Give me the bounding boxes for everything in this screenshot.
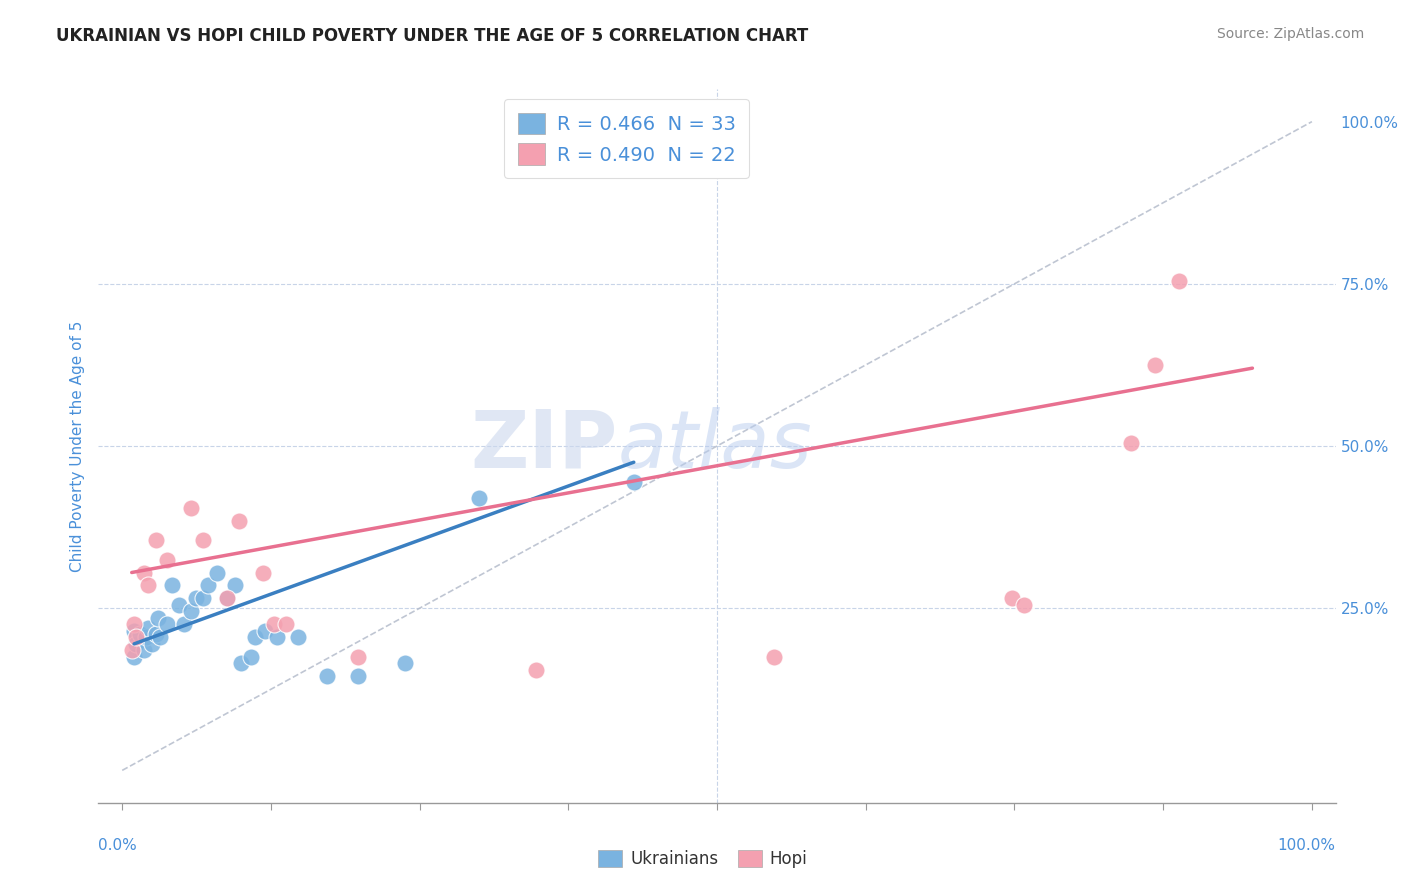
Point xyxy=(191,591,214,606)
Y-axis label: Child Poverty Under the Age of 5: Child Poverty Under the Age of 5 xyxy=(69,320,84,572)
Point xyxy=(1001,591,1024,606)
Point xyxy=(132,566,155,580)
Point xyxy=(245,631,267,645)
Point xyxy=(215,591,238,606)
Point xyxy=(207,566,229,580)
Point xyxy=(129,627,152,641)
Point xyxy=(524,663,547,677)
Point xyxy=(1143,358,1166,372)
Legend: R = 0.466  N = 33, R = 0.490  N = 22: R = 0.466 N = 33, R = 0.490 N = 22 xyxy=(505,99,749,178)
Point xyxy=(146,611,169,625)
Point xyxy=(191,533,214,547)
Point xyxy=(215,591,238,606)
Point xyxy=(122,624,145,638)
Point xyxy=(145,533,167,547)
Point xyxy=(180,604,202,618)
Text: ZIP: ZIP xyxy=(471,407,619,485)
Point xyxy=(169,598,191,612)
Point xyxy=(125,631,148,645)
Text: 0.0%: 0.0% xyxy=(98,838,138,854)
Point xyxy=(121,643,143,657)
Point xyxy=(135,631,157,645)
Point xyxy=(1012,598,1035,612)
Point xyxy=(253,624,276,638)
Point xyxy=(263,617,285,632)
Point xyxy=(197,578,219,592)
Point xyxy=(287,631,309,645)
Text: Source: ZipAtlas.com: Source: ZipAtlas.com xyxy=(1216,27,1364,41)
Point xyxy=(145,627,167,641)
Text: 100.0%: 100.0% xyxy=(1278,838,1336,854)
Text: atlas: atlas xyxy=(619,407,813,485)
Point xyxy=(149,631,172,645)
Point xyxy=(122,649,145,664)
Point xyxy=(125,637,148,651)
Point xyxy=(228,514,250,528)
Point xyxy=(468,491,491,505)
Point xyxy=(180,500,202,515)
Point xyxy=(138,621,160,635)
Point xyxy=(224,578,246,592)
Point xyxy=(156,617,179,632)
Point xyxy=(346,669,368,683)
Point xyxy=(231,657,253,671)
Point xyxy=(394,657,416,671)
Point xyxy=(184,591,207,606)
Point xyxy=(122,617,145,632)
Text: UKRAINIAN VS HOPI CHILD POVERTY UNDER THE AGE OF 5 CORRELATION CHART: UKRAINIAN VS HOPI CHILD POVERTY UNDER TH… xyxy=(56,27,808,45)
Point xyxy=(156,552,179,566)
Point xyxy=(266,631,288,645)
Point xyxy=(1119,435,1142,450)
Point xyxy=(763,649,786,664)
Legend: Ukrainians, Hopi: Ukrainians, Hopi xyxy=(592,843,814,875)
Point xyxy=(173,617,195,632)
Point xyxy=(315,669,337,683)
Point xyxy=(623,475,645,489)
Point xyxy=(239,649,262,664)
Point xyxy=(252,566,274,580)
Point xyxy=(276,617,298,632)
Point xyxy=(160,578,183,592)
Point xyxy=(138,578,160,592)
Point xyxy=(141,637,163,651)
Point xyxy=(132,643,155,657)
Point xyxy=(1167,274,1189,288)
Point xyxy=(346,649,368,664)
